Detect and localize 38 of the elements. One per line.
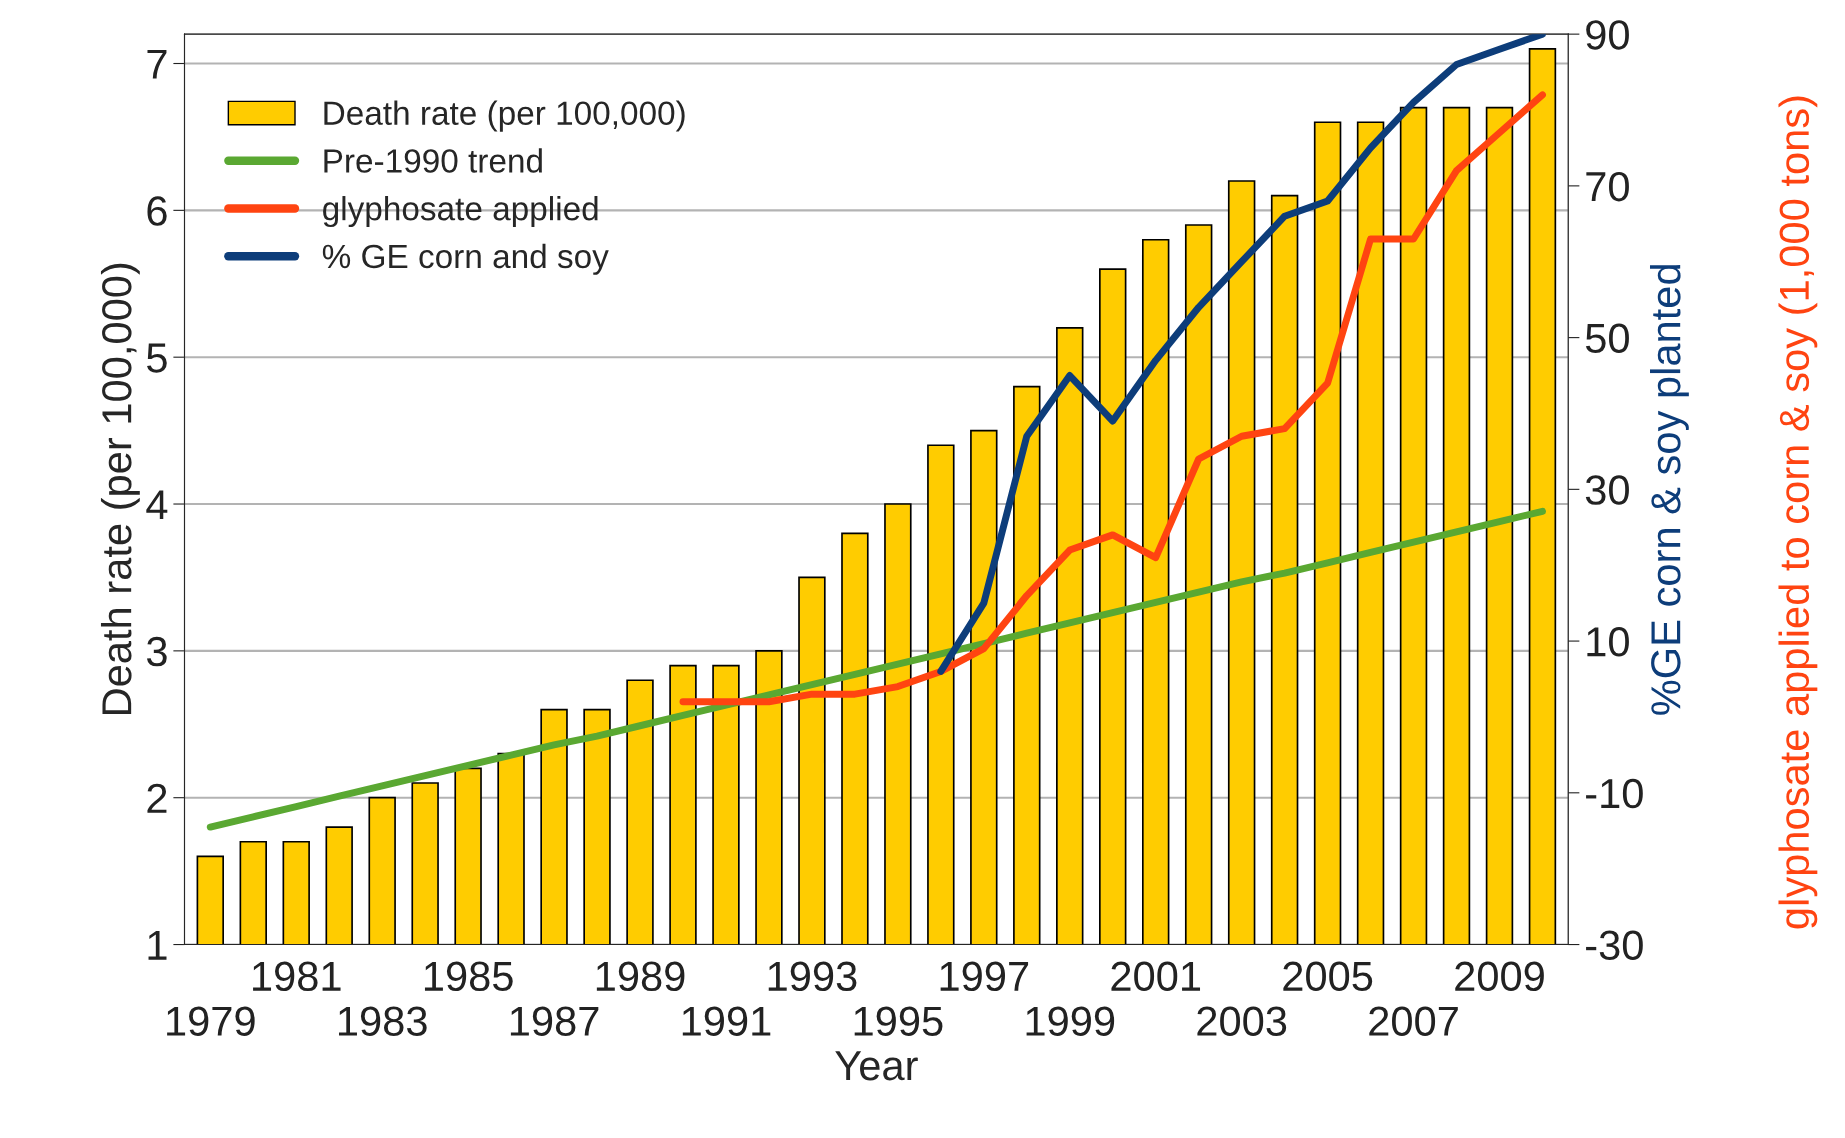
y-tick-label: 3 bbox=[146, 636, 167, 667]
y-tick-label: 2 bbox=[147, 783, 167, 813]
y-tick-label: 7 bbox=[147, 49, 167, 79]
y2-tick-label: -10 bbox=[1586, 778, 1643, 809]
x-tick-label: 2003 bbox=[1197, 1006, 1287, 1036]
x-tick-label: 1999 bbox=[1026, 1006, 1115, 1036]
y-axis-title: Death rate (per 100,000) bbox=[100, 263, 140, 715]
y-tick-label: 4 bbox=[146, 490, 168, 520]
y2-axis-title: %GE corn & soy planted bbox=[1649, 265, 1689, 715]
x-tick-label: 1979 bbox=[167, 1006, 255, 1036]
legend-label: glyphosate applied bbox=[323, 196, 598, 228]
y-tick-label: 6 bbox=[147, 196, 167, 226]
x-tick-label: 1991 bbox=[682, 1006, 771, 1036]
y2-tick-label: 50 bbox=[1585, 323, 1629, 354]
y2-tick-label: -30 bbox=[1586, 930, 1643, 961]
y-tick-label: 5 bbox=[147, 343, 167, 373]
x-tick-label: 1997 bbox=[940, 961, 1029, 992]
x-tick-label: 1987 bbox=[510, 1006, 599, 1036]
x-tick-label: 2007 bbox=[1369, 1006, 1458, 1036]
y2-tick-label: 70 bbox=[1586, 171, 1629, 202]
x-tick-label: 1981 bbox=[253, 961, 341, 992]
y2-tick-label: 10 bbox=[1587, 627, 1629, 657]
x-tick-label: 2001 bbox=[1111, 961, 1201, 992]
text: glyphosate applied to corn & soy (1,000 tons) bbox=[1778, 96, 1818, 929]
x-tick-label: 1993 bbox=[768, 961, 857, 992]
y2-tick-label: 90 bbox=[1586, 20, 1629, 50]
legend-label: Pre-1990 trend bbox=[324, 148, 542, 173]
x-tick-label: 2005 bbox=[1283, 961, 1373, 992]
x-tick-label: 1995 bbox=[854, 1006, 943, 1036]
x-tick-label: 1989 bbox=[596, 961, 685, 992]
x-tick-label: 2009 bbox=[1455, 961, 1544, 992]
y2-tick-label: 30 bbox=[1585, 475, 1629, 505]
y-tick-label: 1 bbox=[148, 930, 167, 960]
x-axis-title: Year bbox=[835, 1051, 918, 1081]
legend-label: % GE corn and soy bbox=[322, 243, 609, 275]
x-tick-label: 1985 bbox=[424, 961, 513, 992]
x-tick-label: 1983 bbox=[339, 1006, 427, 1036]
legend-label: Death rate (per 100,000) bbox=[324, 100, 685, 132]
